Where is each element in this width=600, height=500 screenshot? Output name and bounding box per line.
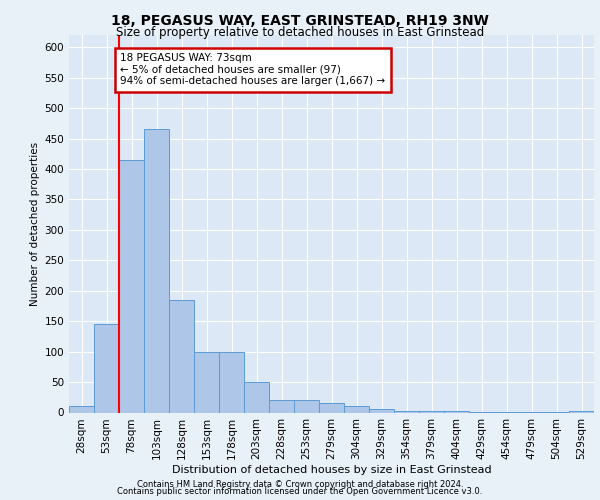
Y-axis label: Number of detached properties: Number of detached properties	[30, 142, 40, 306]
Text: Size of property relative to detached houses in East Grinstead: Size of property relative to detached ho…	[116, 26, 484, 39]
Bar	[194, 352, 219, 412]
Bar	[94, 324, 119, 412]
Bar	[269, 400, 294, 412]
Bar	[244, 382, 269, 412]
Text: 18 PEGASUS WAY: 73sqm
← 5% of detached houses are smaller (97)
94% of semi-detac: 18 PEGASUS WAY: 73sqm ← 5% of detached h…	[120, 54, 385, 86]
Bar	[319, 404, 344, 412]
Bar	[369, 410, 394, 412]
Text: Contains public sector information licensed under the Open Government Licence v3: Contains public sector information licen…	[118, 487, 482, 496]
Bar	[394, 410, 419, 412]
Text: 18, PEGASUS WAY, EAST GRINSTEAD, RH19 3NW: 18, PEGASUS WAY, EAST GRINSTEAD, RH19 3N…	[111, 14, 489, 28]
Bar	[119, 160, 144, 412]
Bar	[219, 352, 244, 412]
Bar	[294, 400, 319, 412]
Text: Contains HM Land Registry data © Crown copyright and database right 2024.: Contains HM Land Registry data © Crown c…	[137, 480, 463, 489]
X-axis label: Distribution of detached houses by size in East Grinstead: Distribution of detached houses by size …	[172, 465, 491, 475]
Bar	[169, 300, 194, 412]
Bar	[144, 130, 169, 412]
Bar	[69, 406, 94, 412]
Bar	[344, 406, 369, 412]
